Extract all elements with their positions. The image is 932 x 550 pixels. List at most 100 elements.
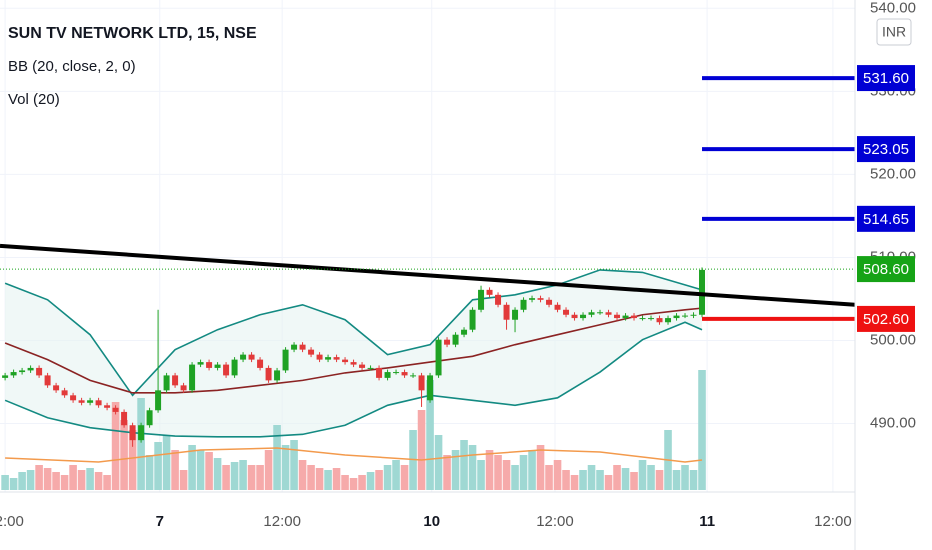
volume-bar [358,475,366,490]
volume-bar [273,425,281,490]
x-tick-label: 12:00 [0,513,24,530]
bb-upper [4,269,703,397]
candle-body [36,367,43,376]
indicator-label: BB (20, close, 2, 0) [8,58,136,75]
volume-bar [621,468,630,490]
volume-bar [290,440,298,490]
volume-bar [655,470,664,490]
candle-body [282,349,289,371]
volume-bar [137,398,145,490]
currency[interactable]: INR [882,24,906,40]
candle-body [367,367,374,369]
volume-bar [630,472,638,490]
candle-body [27,367,34,371]
y-tick-label: 490.00 [870,415,916,432]
level-box [857,205,915,232]
volume-bar [647,465,655,490]
volume-bar [460,440,468,490]
candle-body [172,375,179,386]
volume-bar [528,450,536,490]
candle-body [410,375,417,377]
candle-body [631,315,638,319]
candle-body [121,411,128,426]
volume-bar [502,460,511,490]
y-tick-label: 540.00 [870,0,916,16]
volume-bar [579,470,587,490]
x-tick-label: 10 [423,513,440,530]
candle-body [503,304,510,320]
candle-body [622,315,629,319]
volume-bar [18,472,26,490]
candle-body [461,329,468,335]
volume-bar [307,465,315,490]
volume-bar [171,450,179,490]
candle-body [95,400,102,406]
level-label: 514.65 [863,211,909,228]
candle-body [418,375,425,391]
candle-body [359,364,366,368]
level-box [857,136,915,163]
x-tick-label: 12:00 [536,513,574,530]
trendline [0,243,855,307]
candle-body [248,354,255,360]
candle-body [571,314,578,319]
volume-bar [128,430,137,490]
volume-bar [689,470,698,490]
volume-bar [77,470,86,490]
candle-body [546,299,553,305]
volume-bar [383,465,392,490]
currency-box[interactable] [876,18,912,46]
volume-ma [5,447,703,463]
candle-body [690,314,697,316]
volume-bar [205,452,213,490]
candle-body [257,359,264,368]
candle-body [588,312,595,315]
volume-bar [9,478,18,490]
candle-body [155,390,162,411]
volume-bar [35,465,43,490]
volume-bar [443,455,451,490]
candle-body [673,315,680,319]
volume-bar [222,465,230,490]
volume-bar [400,465,409,490]
volume-bar [324,470,332,490]
candle-body [427,375,434,401]
candle-body [316,354,323,360]
volume-bar [239,460,247,490]
volume-bar [375,470,383,490]
candle-body [665,318,672,323]
candle-body [291,344,298,350]
volume-bar [468,445,477,490]
volume-bar [451,450,460,490]
candle-body [274,370,281,381]
volume-bar [179,470,188,490]
volume-bar [145,455,154,490]
candle-body [520,299,527,310]
volume-bar [417,410,426,490]
volume-bar [341,475,349,490]
level-label: 502.60 [863,311,909,328]
level-label: 523.05 [863,141,909,158]
volume-bar [230,462,239,490]
candle-body [614,314,621,319]
x-tick-label: 12:00 [814,513,852,530]
level-box [857,65,915,92]
volume-bar [26,470,35,490]
band-fill [5,269,703,437]
volume-bar [264,450,273,490]
y-tick-label: 500.00 [870,331,916,348]
volume-bar [298,460,307,490]
candle-body [129,425,136,441]
volume-bar [426,380,434,490]
volume-bar [256,465,264,490]
candle-body [146,410,153,426]
volume-bar [162,435,171,490]
candle-body [138,425,145,441]
candle-body [656,318,663,323]
level-box [857,305,915,332]
candle-body [308,349,315,355]
candle-body [10,372,17,376]
candle-body [19,370,26,373]
candle-body [486,289,493,295]
volume-bar [434,435,443,490]
